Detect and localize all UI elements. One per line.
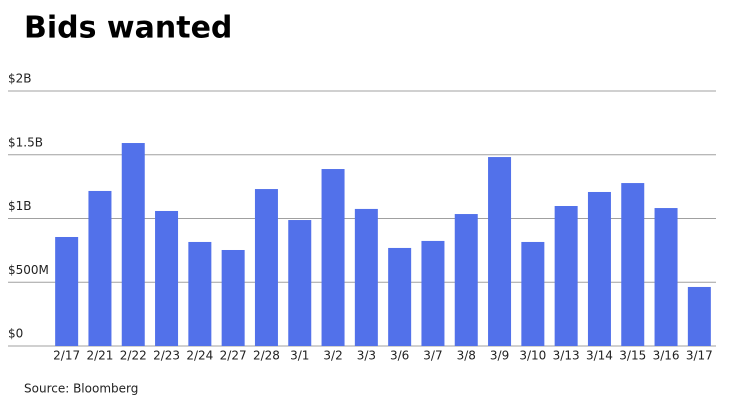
- y-tick-label: $1.5B: [8, 135, 43, 149]
- x-tick-label: 2/17: [53, 349, 80, 363]
- x-tick-label: 2/24: [186, 349, 213, 363]
- bar: [288, 220, 312, 346]
- y-tick-label: $500M: [8, 263, 49, 277]
- x-tick-label: 3/6: [390, 349, 409, 363]
- bar: [488, 157, 512, 346]
- bar: [121, 143, 145, 346]
- x-tick-label: 3/14: [586, 349, 613, 363]
- x-tick-label: 3/2: [323, 349, 342, 363]
- bar: [188, 241, 212, 346]
- x-tick-label: 3/1: [290, 349, 309, 363]
- x-tick-label: 3/7: [423, 349, 442, 363]
- bar: [354, 208, 378, 346]
- chart-title: Bids wanted: [24, 11, 232, 46]
- bar: [321, 169, 345, 346]
- bar: [155, 210, 179, 346]
- x-tick-label: 3/8: [457, 349, 476, 363]
- x-tick-label: 2/21: [86, 349, 113, 363]
- bar: [88, 190, 112, 346]
- x-tick-label: 2/27: [220, 349, 247, 363]
- x-tick-label: 3/16: [653, 349, 680, 363]
- bar: [554, 206, 578, 346]
- x-tick-label: 3/9: [490, 349, 509, 363]
- x-tick-label: 3/10: [519, 349, 546, 363]
- bar: [454, 214, 478, 346]
- x-tick-label: 2/22: [120, 349, 147, 363]
- bar: [587, 191, 611, 346]
- y-tick-label: $0: [8, 327, 23, 341]
- x-tick-label: 2/23: [153, 349, 180, 363]
- bar: [421, 240, 445, 346]
- bar: [521, 241, 545, 346]
- source-note: Source: Bloomberg: [24, 382, 138, 396]
- bar: [254, 189, 278, 346]
- x-tick-label: 3/17: [686, 349, 713, 363]
- bar: [654, 208, 678, 346]
- x-tick-label: 3/15: [619, 349, 646, 363]
- bar: [55, 236, 79, 346]
- x-tick-label: 3/13: [553, 349, 580, 363]
- x-tick-label: 3/3: [357, 349, 376, 363]
- bar: [388, 247, 412, 346]
- y-tick-label: $2B: [8, 72, 32, 86]
- y-tick-label: $1B: [8, 199, 32, 213]
- x-tick-label: 2/28: [253, 349, 280, 363]
- bar: [687, 286, 711, 346]
- bar: [621, 183, 645, 346]
- bar: [221, 249, 245, 346]
